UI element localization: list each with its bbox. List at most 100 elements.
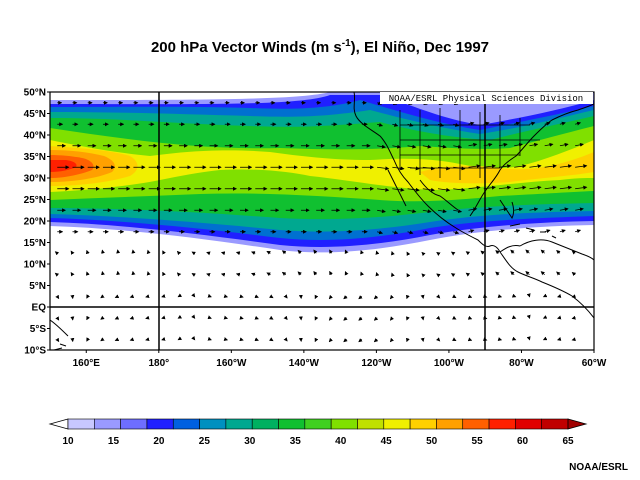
wind-vector [85,249,90,255]
wind-vector [453,166,466,171]
colorbar-swatch [172,418,200,430]
wind-vector [435,315,441,320]
lat-label: 10°N [24,260,46,271]
wind-vector [468,229,475,234]
colorbar-swatch [94,418,121,430]
wind-vector [392,187,405,192]
wind-vector [557,337,562,341]
wind-vector [529,164,542,169]
wind-vector [343,295,348,300]
colorbar-swatch [146,418,174,430]
wind-vector [220,251,226,256]
wind-vector [497,315,503,320]
wind-vector [131,249,136,254]
wind-vector [161,293,166,298]
wind-vector [176,272,182,277]
wind-vector [162,250,166,255]
wind-vector [571,271,577,277]
wind-vector [510,249,515,254]
colorbar-tick-label: 15 [108,436,120,447]
wind-vector [422,230,429,235]
wind-vector [514,207,523,212]
lat-label: 50°N [24,88,46,99]
wind-vector [86,315,91,321]
wind-vector [498,207,508,212]
wind-vector [453,144,463,149]
colorbar-swatch [67,418,95,430]
wind-vector [542,336,548,341]
colorbar-swatch [199,418,227,430]
wind-vector [329,270,333,276]
colorbar-swatch [330,418,358,430]
wind-vector [450,251,456,256]
wind-vector [251,251,256,255]
wind-vector [235,251,241,256]
wind-vector [436,251,441,256]
wind-vector [392,144,402,149]
jet-band-70 [50,160,77,172]
wind-vector [556,249,561,255]
jet-band-55b [420,152,594,184]
wind-vector [314,337,319,343]
wind-vector [571,294,576,299]
florida [499,199,514,219]
wind-vector [514,185,527,190]
wind-vector [407,209,417,214]
wind-vector [55,316,60,321]
wind-vector [328,294,333,300]
footer-credit: NOAA/ESRL [569,462,628,473]
baja-california [387,169,407,207]
wind-vector [575,142,584,147]
wind-vector [571,250,577,255]
wind-vector [100,337,105,342]
wind-vector [544,229,551,234]
wind-vector [407,122,414,127]
wind-vector [328,316,333,321]
colorbar-swatch [541,418,569,430]
wind-vector [266,272,271,277]
wind-vector [191,251,196,256]
wind-vector [220,272,226,277]
wind-vector [450,273,456,278]
wind-vector [575,185,588,190]
attribution-box [380,92,593,104]
wind-vector [452,315,457,320]
wind-vector [129,315,135,320]
wind-vector [529,142,539,147]
lat-label: 35°N [24,152,46,163]
wind-vector [161,336,166,341]
wind-vector [254,315,259,320]
wind-vector [480,250,485,255]
wind-vector [467,294,473,299]
wind-vector [452,337,457,341]
wind-vector [114,337,120,342]
wind-vector [389,337,395,343]
wind-vector [283,315,288,321]
wind-vector [514,229,521,234]
wind-vector [468,142,478,147]
wind-vector [497,294,503,298]
wind-vector [406,316,410,321]
lat-label: 5°S [30,324,47,335]
wind-vector [146,271,151,276]
wind-vector [239,337,244,342]
wind-vector [55,294,60,300]
wind-vector [514,164,527,169]
wind-vector [377,144,386,149]
wind-vector [100,294,105,299]
jet-stream-shading [50,92,594,253]
colorbar-swatch [515,418,542,430]
colorbar-over-arrow [567,418,588,430]
wind-vector [495,271,500,276]
colorbar-tick-label: 35 [290,436,302,447]
wind-vector [514,121,521,126]
colorbar-tick-label: 45 [381,436,393,447]
wind-vector [544,185,557,190]
wind-vector [283,294,288,299]
wind-vector [556,271,561,276]
wind-vector [406,251,411,256]
wind-vector [146,249,151,255]
wind-vector [314,316,319,321]
wind-vector [392,209,402,214]
wind-vector [314,294,319,300]
